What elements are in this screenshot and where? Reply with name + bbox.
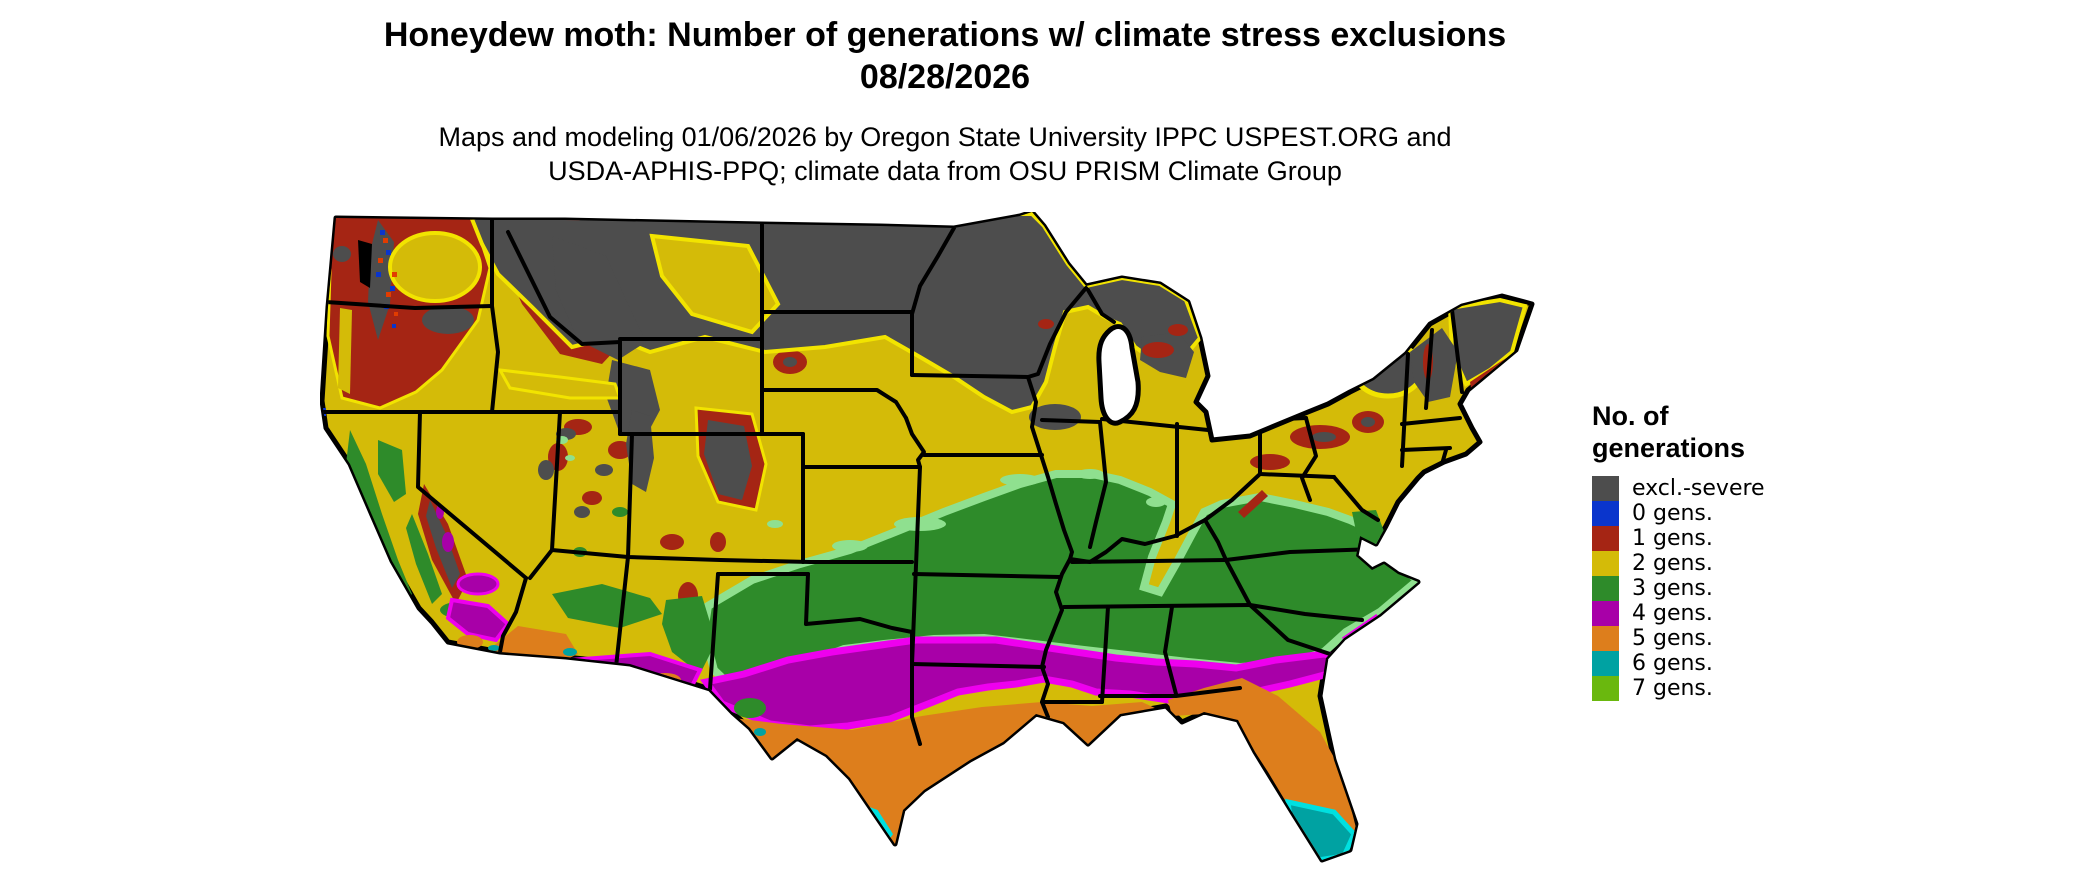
legend-items: excl.-severe 0 gens. 1 gens. 2 gens. 3 g… <box>1592 476 1902 701</box>
legend-item-0-gens: 0 gens. <box>1592 501 1902 526</box>
map-container <box>319 209 1570 890</box>
subtitle-block: Maps and modeling 01/06/2026 by Oregon S… <box>0 120 1890 188</box>
title-block: Honeydew moth: Number of generations w/ … <box>0 14 1890 188</box>
legend: No. of generations excl.-severe 0 gens. … <box>1592 400 1902 701</box>
legend-item-excl-severe: excl.-severe <box>1592 476 1902 501</box>
us-generations-map <box>319 209 1535 883</box>
legend-swatch-1-gens <box>1592 526 1619 551</box>
legend-swatch-excl-severe <box>1592 476 1619 501</box>
subtitle-line2: USDA-APHIS-PPQ; climate data from OSU PR… <box>548 156 1342 186</box>
map-date: 08/28/2026 <box>859 58 1031 96</box>
lake-michigan <box>1096 324 1141 426</box>
state-borders <box>322 218 1464 746</box>
legend-item-4-gens: 4 gens. <box>1592 601 1902 626</box>
legend-swatch-7-gens <box>1592 676 1619 701</box>
legend-item-7-gens: 7 gens. <box>1592 676 1902 701</box>
legend-item-2-gens: 2 gens. <box>1592 551 1902 576</box>
subtitle-line1: Maps and modeling 01/06/2026 by Oregon S… <box>438 122 1452 152</box>
legend-item-3-gens: 3 gens. <box>1592 576 1902 601</box>
legend-swatch-2-gens <box>1592 551 1619 576</box>
map-title: Honeydew moth: Number of generations w/ … <box>383 16 1507 54</box>
map-fringe-mint <box>556 436 1166 552</box>
legend-item-5-gens: 5 gens. <box>1592 626 1902 651</box>
legend-swatch-5-gens <box>1592 626 1619 651</box>
legend-item-1-gens: 1 gens. <box>1592 526 1902 551</box>
map-region-7gens-keys <box>1222 862 1312 883</box>
map-overlay-gold-west <box>338 231 781 400</box>
puget-sound <box>358 240 372 288</box>
legend-item-6-gens: 6 gens. <box>1592 651 1902 676</box>
map-island-davis-mtns-green <box>734 698 766 718</box>
legend-swatch-0-gens <box>1592 501 1619 526</box>
map-specks-bright-red <box>378 238 398 316</box>
legend-title: No. of generations <box>1592 401 1746 463</box>
legend-swatch-3-gens <box>1592 576 1619 601</box>
map-streak-appalachian-red <box>1238 490 1268 518</box>
legend-swatch-4-gens <box>1592 601 1619 626</box>
legend-swatch-6-gens <box>1592 651 1619 676</box>
